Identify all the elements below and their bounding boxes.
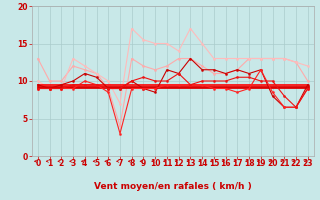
X-axis label: Vent moyen/en rafales ( km/h ): Vent moyen/en rafales ( km/h )	[94, 182, 252, 191]
